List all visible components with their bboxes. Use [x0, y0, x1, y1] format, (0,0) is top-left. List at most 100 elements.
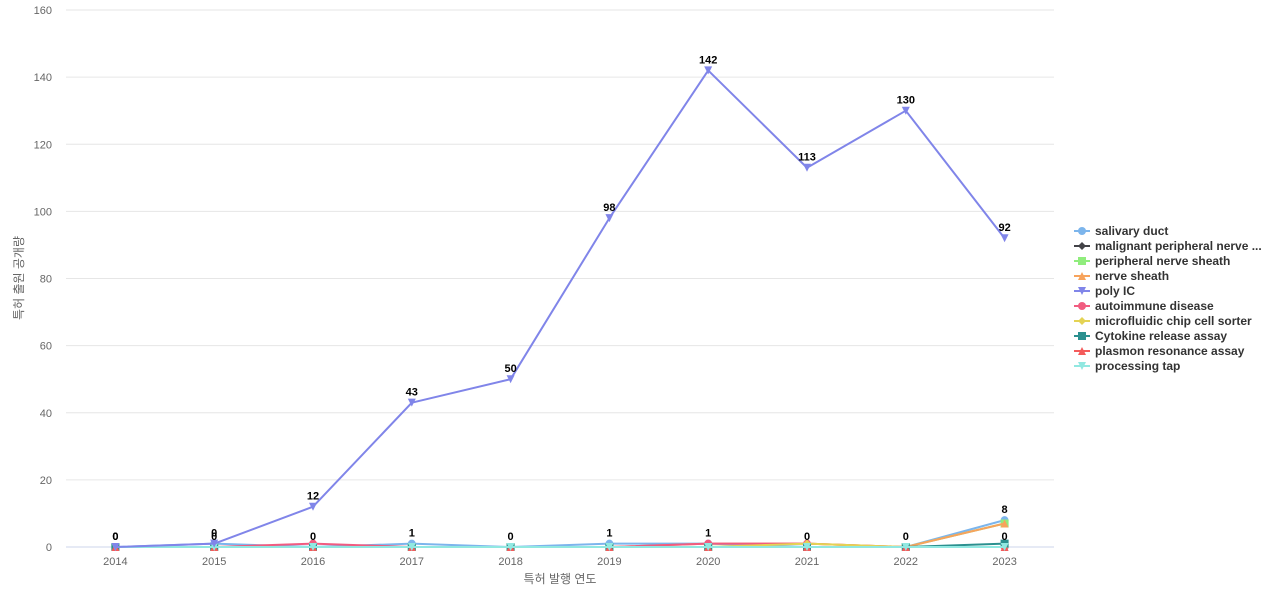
legend-marker-icon [1078, 317, 1086, 325]
y-tick-label: 40 [40, 408, 52, 420]
data-label: 1 [705, 528, 711, 540]
data-label: 12 [307, 491, 319, 503]
data-point [407, 398, 416, 407]
y-tick-label: 20 [40, 475, 52, 487]
data-point [210, 539, 219, 548]
data-label: 1 [606, 528, 612, 540]
legend-label: salivary duct [1095, 224, 1168, 238]
series-line [115, 69, 1006, 548]
data-label: 0 [804, 531, 810, 543]
legend-label: Cytokine release assay [1095, 329, 1227, 343]
grid-lines [66, 9, 1054, 548]
x-tick-label: 2020 [696, 556, 720, 568]
data-label: 1 [409, 528, 415, 540]
data-point [605, 214, 614, 223]
legend-marker-icon [1078, 302, 1086, 310]
data-label: 8 [1002, 504, 1008, 516]
data-point [1000, 519, 1009, 528]
legend-item[interactable]: microfluidic chip cell sorter [1074, 314, 1252, 328]
data-label: 50 [504, 363, 516, 375]
y-tick-label: 60 [40, 341, 52, 353]
legend-marker-icon [1078, 242, 1086, 250]
series-line [115, 522, 1005, 548]
legend-item[interactable]: processing tap [1074, 359, 1180, 373]
legend-marker-icon [1078, 272, 1086, 280]
legend-item[interactable]: poly IC [1074, 284, 1135, 298]
y-tick-label: 160 [34, 5, 52, 17]
data-label: 142 [699, 54, 717, 66]
x-tick-label: 2022 [894, 556, 918, 568]
legend-marker-icon [1078, 347, 1086, 355]
legend-label: plasmon resonance assay [1095, 344, 1245, 358]
data-point [605, 543, 614, 551]
y-tick-label: 80 [40, 274, 52, 286]
series-group [111, 66, 1009, 551]
legend-label: malignant peripheral nerve ... [1095, 239, 1262, 253]
data-point [506, 543, 515, 551]
data-point [901, 106, 910, 115]
data-label: 0 [211, 528, 217, 540]
data-point [309, 502, 317, 511]
legend-marker-icon [1078, 332, 1086, 340]
x-axis-title: 특허 발행 연도 [524, 571, 597, 586]
legend-item[interactable]: salivary duct [1074, 224, 1168, 238]
data-point [506, 375, 515, 384]
y-axis-ticks: 0 20 40 60 80 100 120 140 160 [34, 5, 52, 554]
data-point [1000, 234, 1009, 243]
data-point [704, 66, 713, 75]
x-tick-label: 2015 [202, 556, 226, 568]
data-label: 92 [998, 222, 1010, 234]
data-label: 98 [603, 202, 615, 214]
legend-label: nerve sheath [1095, 269, 1169, 283]
legend-label: microfluidic chip cell sorter [1095, 314, 1252, 328]
y-tick-label: 140 [34, 72, 52, 84]
legend-item[interactable]: plasmon resonance assay [1074, 344, 1245, 358]
legend-item[interactable]: malignant peripheral nerve ... [1074, 239, 1262, 253]
legend-label: peripheral nerve sheath [1095, 254, 1230, 268]
x-tick-label: 2014 [103, 556, 127, 568]
y-tick-label: 100 [34, 206, 52, 218]
legend-item[interactable]: Cytokine release assay [1074, 329, 1227, 343]
data-label: 43 [406, 387, 418, 399]
x-tick-label: 2016 [301, 556, 325, 568]
legend-item[interactable]: nerve sheath [1074, 269, 1169, 283]
series-line [115, 522, 1005, 548]
data-label: 0 [508, 531, 514, 543]
data-point [803, 163, 811, 172]
data-point [901, 543, 910, 551]
y-tick-label: 120 [34, 139, 52, 151]
data-label: 0 [112, 531, 118, 543]
legend-marker-icon [1078, 227, 1086, 235]
series-poly-ic [111, 66, 1009, 551]
legend-label: autoimmune disease [1095, 299, 1214, 313]
x-tick-label: 2021 [795, 556, 819, 568]
x-axis-ticks: 2014 2015 2016 2017 2018 2019 2020 2021 2022 2023 [103, 556, 1017, 568]
legend-item[interactable]: peripheral nerve sheath [1074, 254, 1230, 268]
data-label: 0 [903, 531, 909, 543]
data-point [309, 543, 317, 551]
y-axis-title: 특허 출원 공개량 [12, 236, 26, 320]
legend-item[interactable]: autoimmune disease [1074, 299, 1214, 313]
data-point [803, 543, 811, 551]
data-label: 113 [798, 152, 816, 164]
data-point [407, 543, 416, 551]
legend-marker-icon [1078, 362, 1086, 370]
x-tick-label: 2023 [992, 556, 1016, 568]
legend-label: poly IC [1095, 284, 1135, 298]
data-point [704, 543, 713, 551]
y-tick-label: 0 [46, 542, 52, 554]
legend-label: processing tap [1095, 359, 1180, 373]
data-label: 0 [112, 531, 118, 543]
legend-marker-icon [1078, 287, 1086, 295]
data-label: 0 [1002, 531, 1008, 543]
legend-marker-icon [1078, 257, 1086, 265]
data-label: 0 [310, 531, 316, 543]
x-tick-label: 2019 [597, 556, 621, 568]
x-tick-label: 2017 [400, 556, 424, 568]
series-line [115, 519, 1005, 548]
data-point [111, 543, 120, 551]
x-tick-label: 2018 [498, 556, 522, 568]
